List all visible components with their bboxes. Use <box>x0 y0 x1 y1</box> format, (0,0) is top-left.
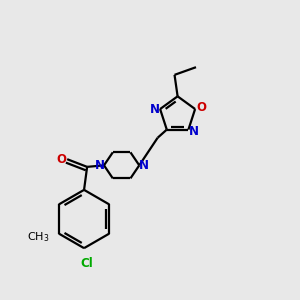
Text: N: N <box>150 103 160 116</box>
Text: N: N <box>94 159 104 172</box>
Text: CH$_3$: CH$_3$ <box>27 230 50 244</box>
Text: O: O <box>56 153 66 166</box>
Text: N: N <box>189 124 199 138</box>
Text: N: N <box>139 159 149 172</box>
Text: O: O <box>196 101 206 114</box>
Text: Cl: Cl <box>81 257 94 270</box>
